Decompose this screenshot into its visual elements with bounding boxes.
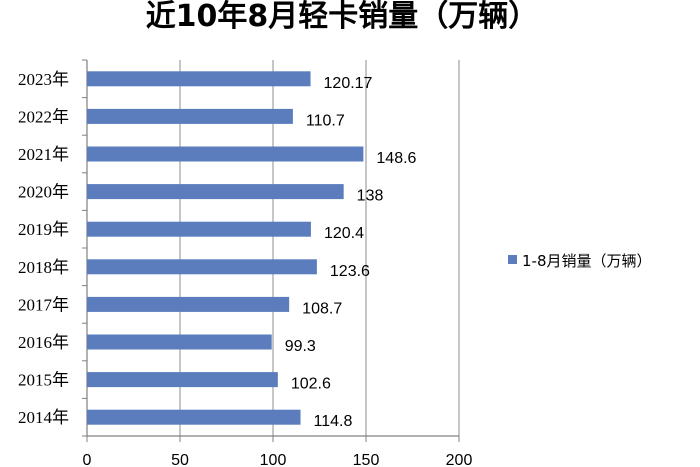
bar bbox=[87, 221, 311, 237]
bar bbox=[87, 372, 278, 388]
category-label: 2020年 bbox=[18, 183, 69, 202]
chart-title: 近10年8月轻卡销量（万辆） bbox=[146, 0, 539, 34]
x-tick-label: 150 bbox=[353, 452, 380, 467]
bar bbox=[87, 296, 290, 312]
bars: 2023年 120.17 2022年 110.7 2021年 148.6 2020年 138 2… bbox=[18, 59, 417, 437]
category-label: 2023年 bbox=[18, 70, 69, 89]
bar bbox=[87, 409, 301, 425]
bar bbox=[87, 108, 293, 124]
data-label: 110.7 bbox=[306, 112, 345, 129]
category-label: 2019年 bbox=[18, 220, 69, 239]
bar bbox=[87, 146, 364, 162]
data-label: 138 bbox=[357, 188, 384, 205]
category-label: 2018年 bbox=[18, 258, 69, 277]
x-tick-label: 100 bbox=[260, 452, 287, 467]
category-label: 2021年 bbox=[18, 145, 69, 164]
category-label: 2016年 bbox=[18, 333, 69, 352]
legend-swatch bbox=[508, 255, 517, 264]
bar bbox=[87, 259, 317, 275]
data-label: 99.3 bbox=[285, 338, 316, 355]
bar bbox=[87, 184, 344, 200]
data-label: 114.8 bbox=[314, 413, 353, 430]
x-tick-label: 50 bbox=[171, 452, 189, 467]
data-label: 120.4 bbox=[324, 225, 364, 242]
bar bbox=[87, 71, 311, 87]
legend-label: 1-8月销量（万辆） bbox=[522, 252, 652, 270]
category-label: 2017年 bbox=[18, 295, 69, 314]
category-label: 2015年 bbox=[18, 371, 69, 390]
data-label: 102.6 bbox=[291, 376, 331, 393]
legend: 1-8月销量（万辆） bbox=[508, 252, 652, 270]
x-tick-label: 200 bbox=[446, 452, 473, 467]
x-tick-label: 0 bbox=[83, 452, 92, 467]
data-label: 148.6 bbox=[376, 150, 416, 167]
data-label: 108.7 bbox=[302, 300, 342, 317]
category-label: 2022年 bbox=[18, 107, 69, 126]
category-label: 2014年 bbox=[18, 408, 69, 427]
data-label: 123.6 bbox=[330, 263, 370, 280]
data-label: 120.17 bbox=[324, 75, 373, 92]
bar bbox=[87, 334, 272, 350]
